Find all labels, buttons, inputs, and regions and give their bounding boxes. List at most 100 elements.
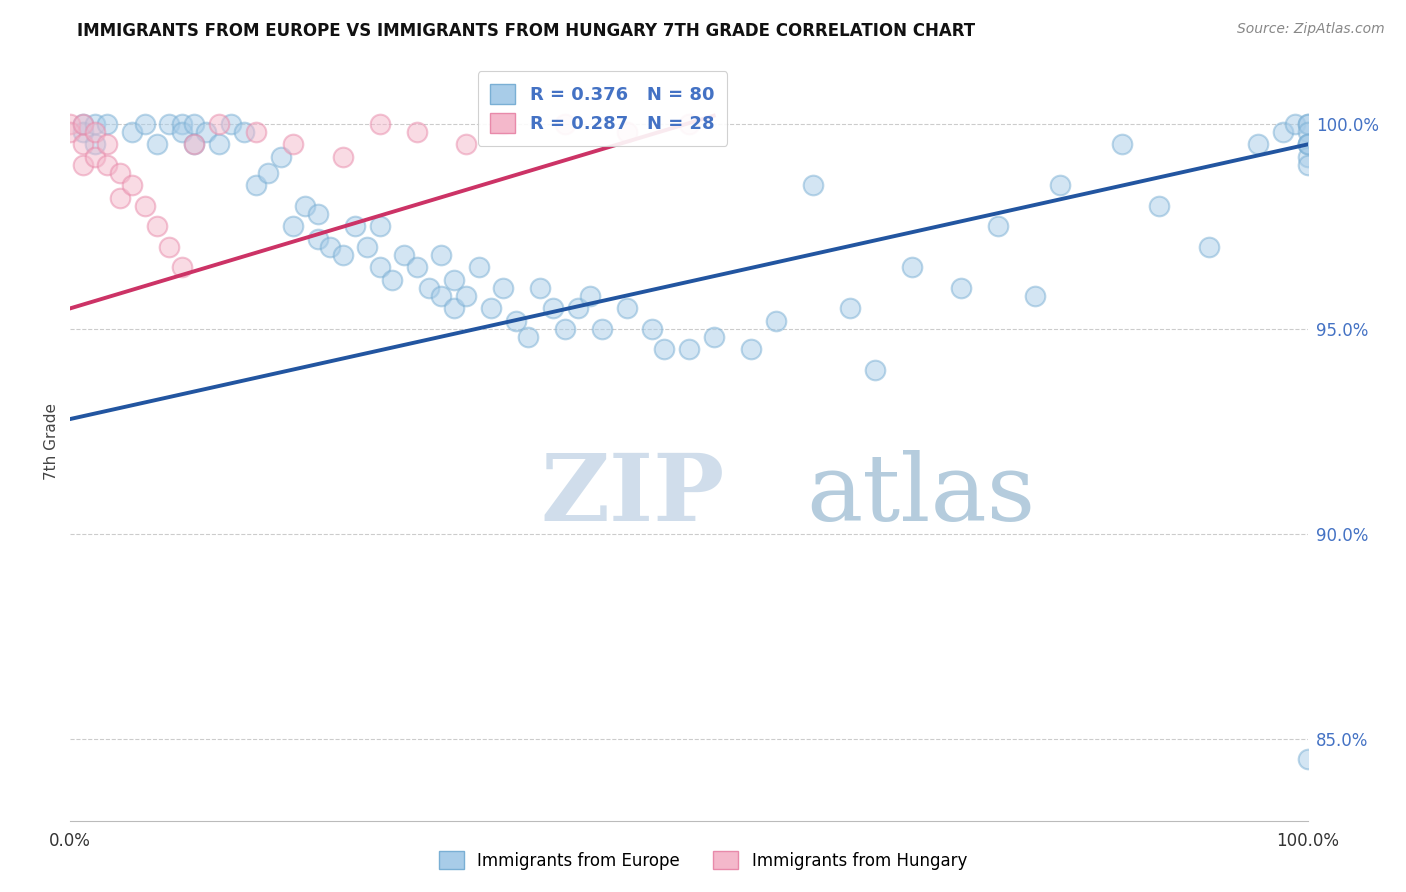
Point <box>108 166 131 180</box>
Point <box>343 219 366 234</box>
Point <box>801 178 824 193</box>
Point <box>59 125 82 139</box>
Point <box>1247 137 1270 152</box>
Point <box>245 125 267 139</box>
Point <box>96 117 118 131</box>
Point <box>1296 150 1319 164</box>
Point <box>765 313 787 327</box>
Point <box>368 219 391 234</box>
Point <box>381 273 404 287</box>
Point <box>554 322 576 336</box>
Point <box>84 117 107 131</box>
Point <box>332 248 354 262</box>
Point <box>84 150 107 164</box>
Point <box>1271 125 1294 139</box>
Point <box>72 117 94 131</box>
Point <box>183 137 205 152</box>
Point <box>72 137 94 152</box>
Point <box>134 199 156 213</box>
Point <box>59 117 82 131</box>
Point <box>443 301 465 316</box>
Point <box>170 117 193 131</box>
Point <box>1024 289 1046 303</box>
Point <box>72 158 94 172</box>
Point <box>641 322 664 336</box>
Point <box>356 240 378 254</box>
Text: ZIP: ZIP <box>540 450 724 540</box>
Point <box>678 343 700 357</box>
Point <box>72 125 94 139</box>
Point <box>294 199 316 213</box>
Point <box>332 150 354 164</box>
Text: Source: ZipAtlas.com: Source: ZipAtlas.com <box>1237 22 1385 37</box>
Point <box>591 322 613 336</box>
Point <box>170 125 193 139</box>
Point <box>838 301 860 316</box>
Point <box>740 343 762 357</box>
Point <box>1296 137 1319 152</box>
Point <box>183 117 205 131</box>
Point <box>1296 117 1319 131</box>
Point <box>443 273 465 287</box>
Point <box>554 117 576 131</box>
Point <box>950 281 973 295</box>
Point <box>517 330 540 344</box>
Point <box>368 117 391 131</box>
Point <box>281 219 304 234</box>
Point <box>1111 137 1133 152</box>
Point <box>108 191 131 205</box>
Point <box>863 363 886 377</box>
Point <box>208 137 231 152</box>
Point <box>418 281 440 295</box>
Point <box>307 207 329 221</box>
Point <box>1296 158 1319 172</box>
Point <box>1049 178 1071 193</box>
Point <box>1296 117 1319 131</box>
Point <box>405 125 427 139</box>
Point <box>121 125 143 139</box>
Point <box>567 301 589 316</box>
Point <box>157 117 180 131</box>
Point <box>257 166 280 180</box>
Point <box>121 178 143 193</box>
Point <box>479 301 502 316</box>
Point <box>368 260 391 275</box>
Point <box>900 260 922 275</box>
Text: IMMIGRANTS FROM EUROPE VS IMMIGRANTS FROM HUNGARY 7TH GRADE CORRELATION CHART: IMMIGRANTS FROM EUROPE VS IMMIGRANTS FRO… <box>77 22 976 40</box>
Point <box>467 260 489 275</box>
Point <box>394 248 416 262</box>
Point <box>270 150 292 164</box>
Point <box>245 178 267 193</box>
Point <box>430 289 453 303</box>
Point <box>678 117 700 131</box>
Point <box>1284 117 1306 131</box>
Point <box>1198 240 1220 254</box>
Point <box>616 301 638 316</box>
Point <box>219 117 242 131</box>
Point <box>1296 752 1319 766</box>
Point <box>652 343 675 357</box>
Point <box>616 125 638 139</box>
Point <box>319 240 342 254</box>
Point <box>456 289 478 303</box>
Point <box>281 137 304 152</box>
Point <box>492 281 515 295</box>
Point <box>96 158 118 172</box>
Point <box>157 240 180 254</box>
Point <box>1147 199 1170 213</box>
Point <box>456 137 478 152</box>
Point <box>146 137 169 152</box>
Point <box>579 289 602 303</box>
Point <box>541 301 564 316</box>
Point <box>84 137 107 152</box>
Point <box>84 125 107 139</box>
Point <box>1296 137 1319 152</box>
Point <box>1296 137 1319 152</box>
Legend: R = 0.376   N = 80, R = 0.287   N = 28: R = 0.376 N = 80, R = 0.287 N = 28 <box>478 71 727 145</box>
Text: atlas: atlas <box>807 450 1036 540</box>
Point <box>405 260 427 275</box>
Point <box>208 117 231 131</box>
Point <box>703 330 725 344</box>
Point <box>96 137 118 152</box>
Point <box>72 117 94 131</box>
